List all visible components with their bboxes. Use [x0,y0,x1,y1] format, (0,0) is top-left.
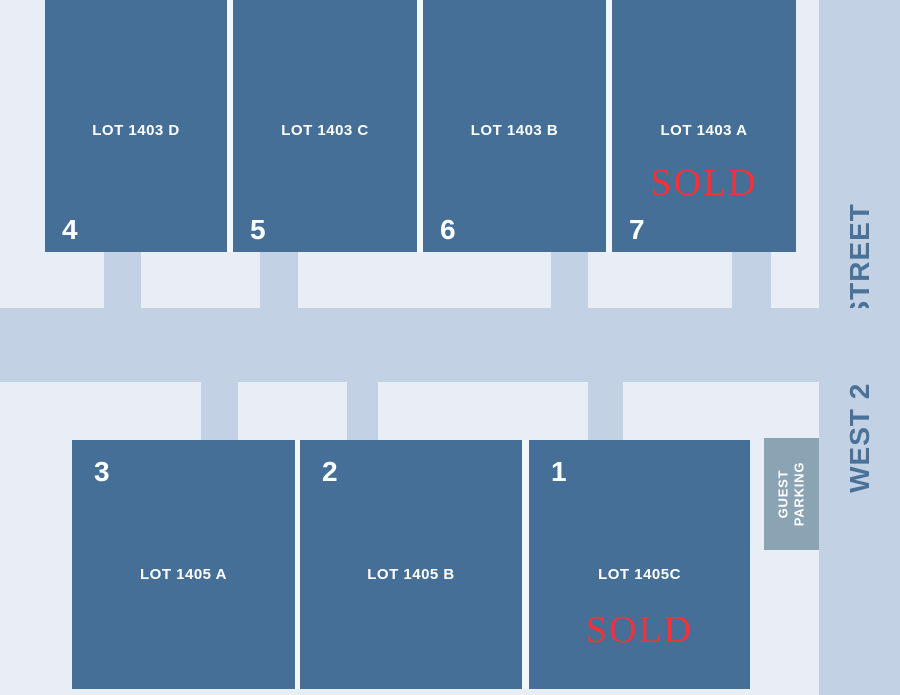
lot-label: LOT 1405 A [140,566,227,583]
lot-number: 5 [250,214,266,245]
lot-label: LOT 1405 B [367,566,455,583]
lot-label: LOT 1403 A [660,122,748,139]
lot-label: LOT 1403 B [470,122,559,139]
sold-label: SOLD [585,609,694,651]
guest-parking-label: GUEST PARKING [776,462,808,527]
guest-parking-line2: PARKING [791,461,807,527]
lot-label: LOT 1403 D [92,122,180,139]
guest-parking-line1: GUEST [775,469,791,519]
driveway-lot1 [588,382,623,440]
lot-1403-d[interactable]: LOT 1403 D 4 [45,0,227,252]
lot-1403-b[interactable]: LOT 1403 B 6 [423,0,606,252]
lot-number: 6 [440,214,456,245]
lot-1405-a[interactable]: LOT 1405 A 3 [72,440,295,689]
road-horizontal [0,308,900,382]
lot-1403-c[interactable]: LOT 1403 C 5 [233,0,417,252]
lot-1405-c[interactable]: LOT 1405C SOLD 1 [529,440,750,689]
lot-number: 4 [62,214,78,245]
lot-number: 1 [551,456,567,487]
guest-parking: GUEST PARKING [764,438,819,550]
sold-label: SOLD [650,162,758,204]
driveway-lot4 [104,252,141,308]
lot-1403-a[interactable]: LOT 1403 A SOLD 7 [612,0,796,252]
lot-label: LOT 1403 C [281,122,369,139]
lot-number: 3 [94,456,110,487]
lot-number: 7 [629,214,645,245]
driveway-lot7 [732,252,771,308]
driveway-lot3 [201,382,238,440]
lot-1405-b[interactable]: LOT 1405 B 2 [300,440,522,689]
driveway-lot6 [551,252,588,308]
lot-number: 2 [322,456,338,487]
driveway-lot5 [260,252,298,308]
lot-label: LOT 1405C [598,566,681,583]
driveway-lot2 [347,382,378,440]
